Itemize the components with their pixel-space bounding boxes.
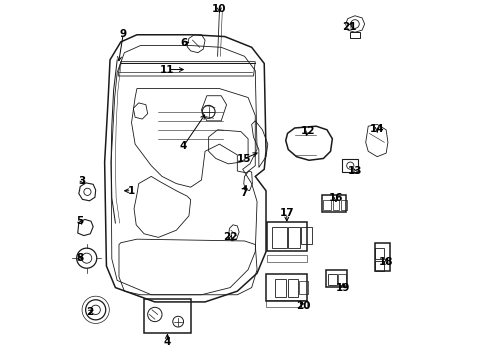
Bar xyxy=(340,200,346,211)
Bar xyxy=(287,279,298,297)
Bar xyxy=(299,281,307,294)
Text: 9: 9 xyxy=(120,29,126,39)
Bar xyxy=(349,32,360,39)
Text: 19: 19 xyxy=(335,283,349,293)
Text: 21: 21 xyxy=(341,22,356,32)
Text: 10: 10 xyxy=(212,4,226,14)
Text: 4: 4 xyxy=(163,337,171,347)
Bar xyxy=(300,227,311,244)
Text: 14: 14 xyxy=(369,124,384,134)
Bar xyxy=(327,274,336,285)
Text: 1: 1 xyxy=(128,186,135,196)
Bar xyxy=(265,274,307,301)
Bar xyxy=(322,195,345,212)
Text: 17: 17 xyxy=(279,208,293,219)
Bar xyxy=(374,261,383,271)
Text: 11: 11 xyxy=(160,64,174,75)
Bar xyxy=(338,274,346,285)
Text: 3: 3 xyxy=(79,176,86,186)
Text: 2: 2 xyxy=(86,307,93,317)
Bar xyxy=(374,248,383,259)
Text: 13: 13 xyxy=(347,166,362,176)
Bar xyxy=(332,200,339,211)
Bar xyxy=(325,270,346,287)
Text: 20: 20 xyxy=(296,301,310,311)
Bar xyxy=(287,226,300,248)
Bar xyxy=(265,300,307,307)
Text: 4: 4 xyxy=(180,141,187,151)
Bar xyxy=(323,200,330,211)
Bar xyxy=(374,243,389,271)
Text: 5: 5 xyxy=(76,216,83,226)
Text: 6: 6 xyxy=(180,38,187,48)
Bar xyxy=(272,226,286,248)
Bar xyxy=(266,255,306,262)
Text: 7: 7 xyxy=(240,188,247,198)
Text: 22: 22 xyxy=(223,232,238,242)
Text: 16: 16 xyxy=(328,193,343,203)
Bar xyxy=(144,299,190,333)
Text: 15: 15 xyxy=(236,154,250,164)
Bar xyxy=(342,159,358,172)
Bar xyxy=(274,279,285,297)
Bar xyxy=(266,222,306,251)
Text: 18: 18 xyxy=(378,257,393,267)
Text: 8: 8 xyxy=(76,253,83,263)
Text: 12: 12 xyxy=(301,126,315,135)
